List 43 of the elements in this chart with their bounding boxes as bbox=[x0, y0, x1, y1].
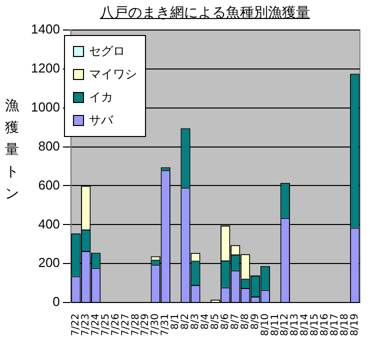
x-tick-label: 7/24 bbox=[90, 314, 102, 336]
x-tick-label: 7/23 bbox=[80, 314, 92, 336]
x-tick-label: 7/29 bbox=[140, 314, 152, 336]
x-tick-label: 8/19 bbox=[349, 314, 360, 336]
x-tick-label: 8/18 bbox=[340, 314, 351, 336]
x-tick-label: 8/2 bbox=[180, 314, 192, 330]
y-tick-label: 200 bbox=[38, 255, 60, 270]
x-tick-label: 8/4 bbox=[200, 314, 212, 330]
x-tick-label: 8/6 bbox=[220, 314, 231, 330]
y-tick-label: 800 bbox=[38, 138, 60, 154]
legend-label: セグロ bbox=[89, 43, 125, 60]
y-tick-label: 0 bbox=[52, 294, 60, 310]
chart-title: 八戸のまき網による魚種別漁獲量 bbox=[99, 4, 311, 22]
x-tick-label: 8/7 bbox=[230, 314, 241, 330]
y-tick-label: 600 bbox=[38, 177, 60, 192]
x-tick-label: 8/13 bbox=[290, 314, 301, 336]
x-tick-label: 8/10 bbox=[260, 314, 271, 336]
y-tick-label: 1200 bbox=[31, 60, 60, 76]
x-tick-label: 8/3 bbox=[190, 314, 202, 330]
y-tick-label: 1000 bbox=[31, 99, 60, 114]
x-tick-label: 8/1 bbox=[170, 314, 182, 330]
y-axis-title: 漁獲量トン bbox=[4, 97, 20, 204]
legend-label: マイワシ bbox=[89, 66, 137, 83]
legend-label: サバ bbox=[89, 112, 113, 129]
x-tick-label: 8/5 bbox=[210, 314, 221, 330]
x-tick-label: 7/22 bbox=[70, 314, 82, 336]
x-tick-label: 8/12 bbox=[280, 314, 291, 336]
x-tick-label: 7/30 bbox=[150, 314, 162, 336]
y-tick-label: 400 bbox=[38, 216, 60, 232]
x-tick-label: 8/11 bbox=[270, 314, 281, 336]
x-tick-label: 7/27 bbox=[120, 314, 132, 336]
x-tick-label: 7/31 bbox=[160, 314, 172, 336]
x-tick-label: 7/25 bbox=[100, 314, 112, 336]
x-tick-label: 7/28 bbox=[130, 314, 142, 336]
legend-label: イカ bbox=[89, 89, 113, 106]
y-tick-label: 1400 bbox=[31, 22, 60, 37]
x-tick-label: 8/14 bbox=[300, 314, 311, 336]
x-tick-label: 7/26 bbox=[110, 314, 122, 336]
x-tick-label: 8/17 bbox=[330, 314, 341, 336]
x-tick-label: 8/16 bbox=[320, 314, 331, 336]
x-tick-label: 8/8 bbox=[240, 314, 251, 330]
x-tick-label: 8/9 bbox=[250, 314, 261, 330]
x-tick-label: 8/15 bbox=[310, 314, 321, 336]
